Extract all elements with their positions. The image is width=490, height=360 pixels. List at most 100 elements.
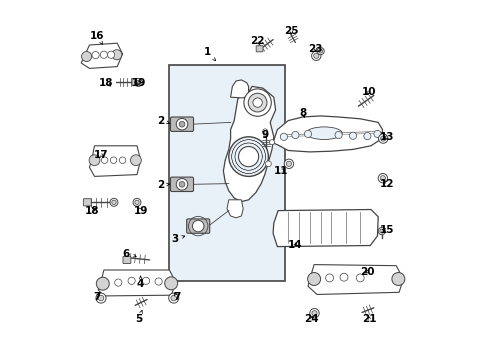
- FancyBboxPatch shape: [132, 78, 140, 86]
- Circle shape: [312, 311, 317, 316]
- Polygon shape: [231, 80, 248, 98]
- Polygon shape: [272, 116, 383, 152]
- Text: 5: 5: [135, 310, 143, 324]
- Circle shape: [179, 121, 185, 127]
- Text: 10: 10: [362, 87, 376, 97]
- Circle shape: [304, 130, 312, 138]
- Polygon shape: [81, 43, 122, 68]
- Text: 2: 2: [157, 180, 170, 190]
- FancyBboxPatch shape: [187, 219, 210, 233]
- Circle shape: [229, 137, 269, 176]
- Circle shape: [381, 136, 386, 141]
- Circle shape: [340, 273, 348, 281]
- FancyBboxPatch shape: [256, 46, 263, 52]
- Circle shape: [270, 140, 274, 145]
- Polygon shape: [90, 146, 141, 176]
- Circle shape: [115, 279, 122, 286]
- Circle shape: [136, 80, 141, 85]
- Circle shape: [96, 293, 106, 303]
- Text: 25: 25: [284, 26, 298, 36]
- Text: 17: 17: [94, 150, 108, 160]
- Circle shape: [89, 155, 100, 166]
- Text: 15: 15: [380, 225, 394, 235]
- Text: 7: 7: [173, 292, 180, 302]
- Circle shape: [263, 129, 268, 134]
- Text: 19: 19: [133, 206, 148, 216]
- Circle shape: [253, 98, 262, 107]
- Circle shape: [380, 176, 386, 181]
- Circle shape: [314, 53, 319, 58]
- Circle shape: [98, 295, 104, 301]
- Circle shape: [165, 277, 178, 290]
- Circle shape: [266, 161, 271, 167]
- Polygon shape: [223, 86, 275, 202]
- Circle shape: [310, 309, 319, 318]
- Circle shape: [356, 274, 364, 282]
- Circle shape: [135, 200, 139, 204]
- Circle shape: [107, 51, 115, 58]
- Text: 14: 14: [288, 240, 303, 250]
- Circle shape: [374, 130, 381, 138]
- Circle shape: [248, 93, 267, 112]
- Circle shape: [171, 295, 176, 301]
- Text: 16: 16: [90, 31, 105, 44]
- Text: 13: 13: [380, 132, 394, 142]
- Circle shape: [286, 161, 292, 166]
- Circle shape: [112, 200, 116, 204]
- Text: 20: 20: [360, 267, 375, 277]
- Circle shape: [92, 51, 99, 59]
- Text: 3: 3: [171, 234, 185, 244]
- Circle shape: [335, 131, 342, 139]
- Circle shape: [378, 228, 386, 235]
- Text: 2: 2: [157, 116, 170, 126]
- Text: 18: 18: [85, 206, 99, 216]
- Circle shape: [155, 278, 162, 285]
- Circle shape: [193, 220, 204, 232]
- Circle shape: [97, 277, 109, 290]
- Polygon shape: [227, 200, 243, 218]
- Circle shape: [134, 78, 143, 86]
- Circle shape: [133, 198, 141, 206]
- Circle shape: [100, 51, 107, 58]
- Text: 21: 21: [362, 314, 376, 324]
- Text: 11: 11: [274, 166, 288, 176]
- FancyBboxPatch shape: [123, 256, 131, 264]
- FancyBboxPatch shape: [171, 117, 194, 131]
- Text: 7: 7: [94, 292, 101, 302]
- Circle shape: [169, 293, 179, 303]
- Circle shape: [312, 51, 321, 60]
- Circle shape: [101, 157, 108, 163]
- Circle shape: [317, 48, 324, 55]
- Ellipse shape: [306, 127, 342, 140]
- Polygon shape: [308, 265, 403, 294]
- Circle shape: [379, 134, 388, 143]
- Circle shape: [280, 133, 288, 140]
- Circle shape: [349, 132, 357, 139]
- Circle shape: [378, 174, 388, 183]
- Circle shape: [110, 198, 118, 206]
- Circle shape: [81, 51, 92, 62]
- Circle shape: [112, 50, 122, 60]
- Text: 9: 9: [261, 130, 269, 140]
- Text: 6: 6: [122, 249, 136, 259]
- Circle shape: [179, 181, 185, 187]
- Circle shape: [176, 179, 188, 190]
- Circle shape: [380, 229, 384, 233]
- Circle shape: [308, 273, 320, 285]
- Text: 22: 22: [250, 36, 265, 46]
- Circle shape: [128, 277, 135, 284]
- FancyBboxPatch shape: [83, 199, 91, 206]
- Circle shape: [130, 155, 141, 166]
- Circle shape: [326, 274, 334, 282]
- Circle shape: [318, 49, 322, 53]
- Circle shape: [143, 277, 149, 284]
- FancyBboxPatch shape: [171, 177, 194, 192]
- Circle shape: [292, 131, 299, 139]
- Text: 18: 18: [99, 78, 114, 88]
- Circle shape: [392, 273, 405, 285]
- Circle shape: [176, 118, 188, 130]
- Text: 12: 12: [380, 179, 394, 189]
- Circle shape: [284, 159, 294, 168]
- Polygon shape: [273, 210, 378, 247]
- Circle shape: [364, 132, 371, 140]
